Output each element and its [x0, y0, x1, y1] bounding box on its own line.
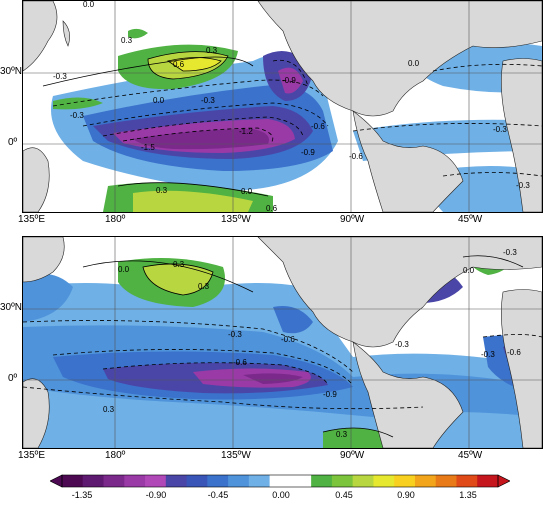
colorbar-bin: [165, 475, 188, 487]
bottom-contour-label: -0.6: [507, 348, 521, 357]
top-map-panel: 0.0 0.3 0.3 0.6 -0.3 0.0 -0.3 -0.9 -0.6 …: [22, 0, 543, 213]
bottom-map-panel: 0.3 0.0 0.3 -0.6 -0.3 -0.3 -0.6 -0.9 0.3…: [22, 236, 543, 449]
colorbar-bin: [124, 475, 146, 487]
colorbar-tick-label: 0.45: [335, 490, 353, 500]
top-lon-label-45w: 45ºW: [458, 214, 483, 225]
bottom-contour-label: 0.0: [118, 265, 130, 274]
colorbar-min-arrow: [50, 474, 63, 488]
colorbar-bin: [186, 475, 208, 487]
bottom-lat-label-0: 0º: [8, 373, 18, 384]
colorbar-bin: [456, 475, 478, 487]
colorbar-bin: [145, 475, 167, 487]
top-lon-label-135w: 135ºW: [221, 214, 251, 225]
top-contour-label: -0.3: [53, 72, 67, 81]
top-contour-label: 0.0: [153, 96, 165, 105]
bottom-lat-label-30n: 30ºN: [0, 302, 22, 313]
top-lon-label-180: 180º: [105, 214, 126, 225]
colorbar-bin: [269, 475, 291, 487]
colorbar-bin: [331, 475, 354, 487]
colorbar-bin: [207, 475, 229, 487]
bottom-contour-label: -0.3: [395, 340, 409, 349]
top-contour-label: 0.3: [156, 186, 168, 195]
colorbar-bin: [248, 475, 271, 487]
bottom-lon-label-135e: 135ºE: [18, 450, 46, 461]
bottom-contour-label: 0.3: [103, 405, 115, 414]
top-contour-label: -0.6: [311, 122, 325, 131]
colorbar-max-arrow: [497, 474, 510, 488]
bottom-contour-label: 0.3: [198, 282, 210, 291]
top-contour-label: 0.0: [83, 1, 95, 9]
colorbar-tick-label: 1.35: [459, 490, 477, 500]
bottom-contour-label: -0.6: [233, 358, 247, 367]
top-contour-label: -0.3: [201, 96, 215, 105]
colorbar: [50, 474, 510, 488]
top-contour-label: -1.5: [141, 143, 155, 152]
bottom-contour-label: -0.3: [228, 330, 242, 339]
top-contour-label: -0.3: [516, 181, 530, 190]
top-contours: [42, 51, 542, 197]
top-contour-label: -0.3: [493, 125, 507, 134]
colorbar-bin: [373, 475, 395, 487]
bottom-map-canvas: 0.3 0.0 0.3 -0.6 -0.3 -0.3 -0.6 -0.9 0.3…: [23, 237, 542, 448]
colorbar-bin: [352, 475, 374, 487]
bottom-lon-label-135w: 135ºW: [221, 450, 251, 461]
colorbar-bin: [311, 475, 333, 487]
bottom-lon-label-90w: 90ºW: [340, 450, 365, 461]
colorbar-bin: [435, 475, 457, 487]
colorbar-tick-label: -0.45: [207, 490, 229, 500]
top-graticule: [23, 1, 542, 212]
bottom-contour-label: -0.6: [281, 335, 295, 344]
top-landmasses: [23, 1, 542, 212]
colorbar-bin: [82, 475, 105, 487]
bottom-contour-labels: 0.3 0.0 0.3 -0.6 -0.3 -0.3 -0.6 -0.9 0.3…: [103, 248, 521, 439]
colorbar-bin: [477, 475, 499, 487]
top-contour-label: 0.3: [206, 46, 218, 55]
bottom-contour-label: -0.3: [503, 248, 517, 257]
colorbar-tick-label: -0.90: [145, 490, 167, 500]
colorbar-bin: [103, 475, 125, 487]
bottom-contour-label: 0.0: [463, 266, 475, 275]
bottom-contour-label: 0.3: [336, 430, 348, 439]
bottom-lon-label-45w: 45ºW: [458, 450, 483, 461]
top-contour-label: -0.9: [301, 148, 315, 157]
colorbar-tick-label: 0.90: [397, 490, 415, 500]
top-lat-label-30n: 30ºN: [0, 66, 22, 77]
bottom-landmasses: [23, 237, 542, 448]
top-contour-label: 0.6: [266, 204, 278, 212]
top-contour-label: 0.0: [241, 187, 253, 196]
colorbar-bin: [62, 475, 84, 487]
top-contour-label: 0.0: [408, 59, 420, 68]
colorbar-bin: [290, 475, 312, 487]
colorbar-frame: [61, 474, 499, 488]
colorbar-bin: [228, 475, 250, 487]
top-contour-label: -0.6: [349, 152, 363, 161]
top-map-canvas: 0.0 0.3 0.3 0.6 -0.3 0.0 -0.3 -0.9 -0.6 …: [23, 1, 542, 212]
top-lon-label-135e: 135ºE: [18, 214, 46, 225]
top-lon-label-90w: 90ºW: [340, 214, 365, 225]
bottom-graticule: [23, 237, 542, 448]
bottom-contour-label: 0.3: [173, 260, 185, 269]
top-contour-label: -1.2: [239, 127, 253, 136]
colorbar-bin: [414, 475, 437, 487]
colorbar-tick-label: 0.00: [272, 490, 290, 500]
colorbar-tick-label: -1.35: [71, 490, 93, 500]
top-lat-label-0: 0º: [8, 137, 18, 148]
bottom-contours: [23, 255, 542, 438]
top-contour-labels: 0.0 0.3 0.3 0.6 -0.3 0.0 -0.3 -0.9 -0.6 …: [53, 1, 530, 212]
top-contour-label: 0.6: [173, 60, 185, 69]
bottom-lon-label-180: 180º: [105, 450, 126, 461]
top-contour-label: -0.3: [70, 111, 84, 120]
top-contour-label: -0.9: [282, 76, 296, 85]
bottom-contour-label: -0.9: [323, 390, 337, 399]
colorbar-bin: [394, 475, 416, 487]
top-contour-label: 0.3: [121, 36, 133, 45]
bottom-contour-label: -0.3: [481, 350, 495, 359]
